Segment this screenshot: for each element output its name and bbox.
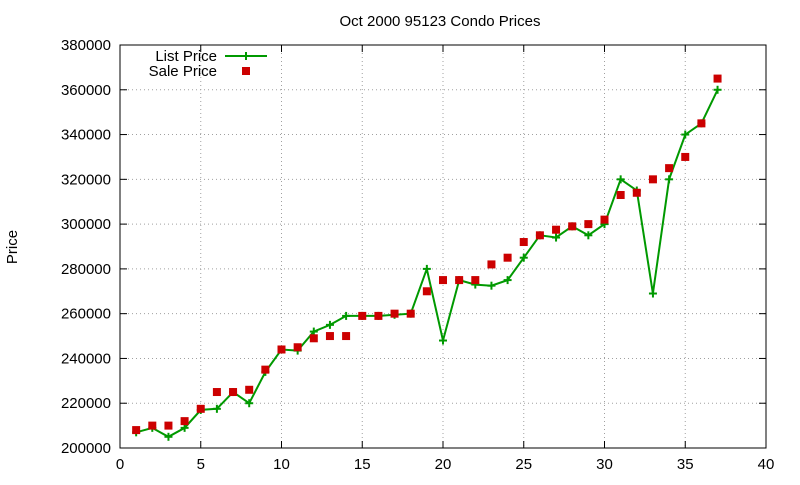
y-tick-label: 320000 bbox=[61, 171, 111, 188]
sale-price-point bbox=[616, 191, 625, 200]
axis-layer: 0 5 10 15 20 25 30 35 40 200000 220000 240000 260000… bbox=[61, 37, 774, 473]
sale-price-point bbox=[665, 164, 674, 173]
sale-price-point bbox=[503, 253, 512, 262]
sale-price-point bbox=[229, 388, 238, 397]
sale-price-point bbox=[390, 309, 399, 318]
sale-price-point bbox=[358, 311, 367, 320]
x-tick-label: 25 bbox=[515, 456, 532, 473]
list-price-point bbox=[648, 289, 657, 298]
series-layer bbox=[132, 74, 722, 441]
legend-label-list-price: List Price bbox=[155, 48, 217, 65]
list-price-point bbox=[713, 85, 722, 94]
sale-price-point bbox=[342, 332, 351, 341]
legend-marker-sale-price bbox=[242, 67, 250, 75]
list-price-point bbox=[422, 264, 431, 273]
sale-price-point bbox=[374, 311, 383, 320]
y-tick-label: 360000 bbox=[61, 82, 111, 99]
sale-price-point bbox=[422, 287, 431, 296]
sale-price-point bbox=[164, 421, 173, 430]
y-tick-label: 340000 bbox=[61, 127, 111, 144]
sale-price-point bbox=[196, 404, 205, 413]
legend: List Price Sale Price bbox=[149, 48, 267, 80]
y-axis-label: Price bbox=[4, 230, 21, 264]
x-tick-label: 5 bbox=[197, 456, 205, 473]
sale-price-point bbox=[471, 276, 480, 285]
legend-sample-sale-price bbox=[242, 67, 250, 75]
sale-price-point bbox=[535, 231, 544, 240]
list-price-point bbox=[665, 175, 674, 184]
list-price-point bbox=[212, 404, 221, 413]
sale-price-point bbox=[325, 332, 334, 341]
sale-price-point bbox=[519, 238, 528, 247]
sale-price-point bbox=[681, 152, 690, 161]
list-price-point bbox=[519, 253, 528, 262]
y-tick-label: 280000 bbox=[61, 261, 111, 278]
sale-price-point bbox=[180, 417, 189, 426]
sale-price-point bbox=[277, 345, 286, 354]
x-tick-label: 0 bbox=[116, 456, 124, 473]
sale-price-point bbox=[487, 260, 496, 269]
sale-price-point bbox=[406, 309, 415, 318]
sale-price-point bbox=[552, 225, 561, 234]
y-tick-label: 200000 bbox=[61, 440, 111, 457]
list-price-point bbox=[616, 175, 625, 184]
sale-price-point bbox=[132, 426, 141, 435]
sale-price-point bbox=[455, 276, 464, 285]
series-line-list-price bbox=[135, 89, 719, 438]
sale-price-point bbox=[600, 215, 609, 224]
list-price-point bbox=[487, 281, 496, 290]
sale-price-point bbox=[245, 385, 254, 394]
list-price-point bbox=[309, 327, 318, 336]
y-tick-label: 300000 bbox=[61, 216, 111, 233]
y-tick-label: 380000 bbox=[61, 37, 111, 54]
list-price-point bbox=[342, 311, 351, 320]
y-tick-label: 240000 bbox=[61, 350, 111, 367]
grid-layer bbox=[120, 45, 766, 448]
list-price-point bbox=[552, 233, 561, 242]
y-tick-label: 220000 bbox=[61, 395, 111, 412]
x-tick-label: 40 bbox=[758, 456, 775, 473]
list-price-point bbox=[503, 276, 512, 285]
sale-price-point bbox=[293, 343, 302, 352]
sale-price-point bbox=[261, 365, 270, 374]
legend-marker-list-price bbox=[242, 52, 250, 60]
list-price-point bbox=[245, 399, 254, 408]
x-tick-label: 10 bbox=[273, 456, 290, 473]
x-tick-label: 35 bbox=[677, 456, 694, 473]
sale-price-point bbox=[697, 119, 706, 128]
list-price-point bbox=[325, 320, 334, 329]
sale-price-point bbox=[632, 188, 641, 197]
sale-price-point bbox=[309, 334, 318, 343]
x-tick-label: 15 bbox=[354, 456, 371, 473]
sale-price-point bbox=[584, 220, 593, 229]
list-price-point bbox=[180, 423, 189, 432]
x-tick-label: 20 bbox=[435, 456, 452, 473]
list-price-point bbox=[681, 130, 690, 139]
y-tick-label: 260000 bbox=[61, 306, 111, 323]
chart-title: Oct 2000 95123 Condo Prices bbox=[340, 13, 541, 30]
legend-sample-list-price bbox=[225, 52, 267, 60]
sale-price-point bbox=[648, 175, 657, 184]
sale-price-point bbox=[439, 276, 447, 285]
list-price-point bbox=[584, 231, 593, 240]
x-tick-label: 30 bbox=[596, 456, 613, 473]
sale-price-point bbox=[713, 74, 722, 83]
list-price-point bbox=[164, 432, 173, 441]
sale-price-point bbox=[148, 421, 157, 430]
list-price-point bbox=[439, 336, 447, 345]
sale-price-point bbox=[212, 388, 221, 397]
sale-price-point bbox=[568, 222, 577, 231]
legend-label-sale-price: Sale Price bbox=[149, 63, 217, 80]
